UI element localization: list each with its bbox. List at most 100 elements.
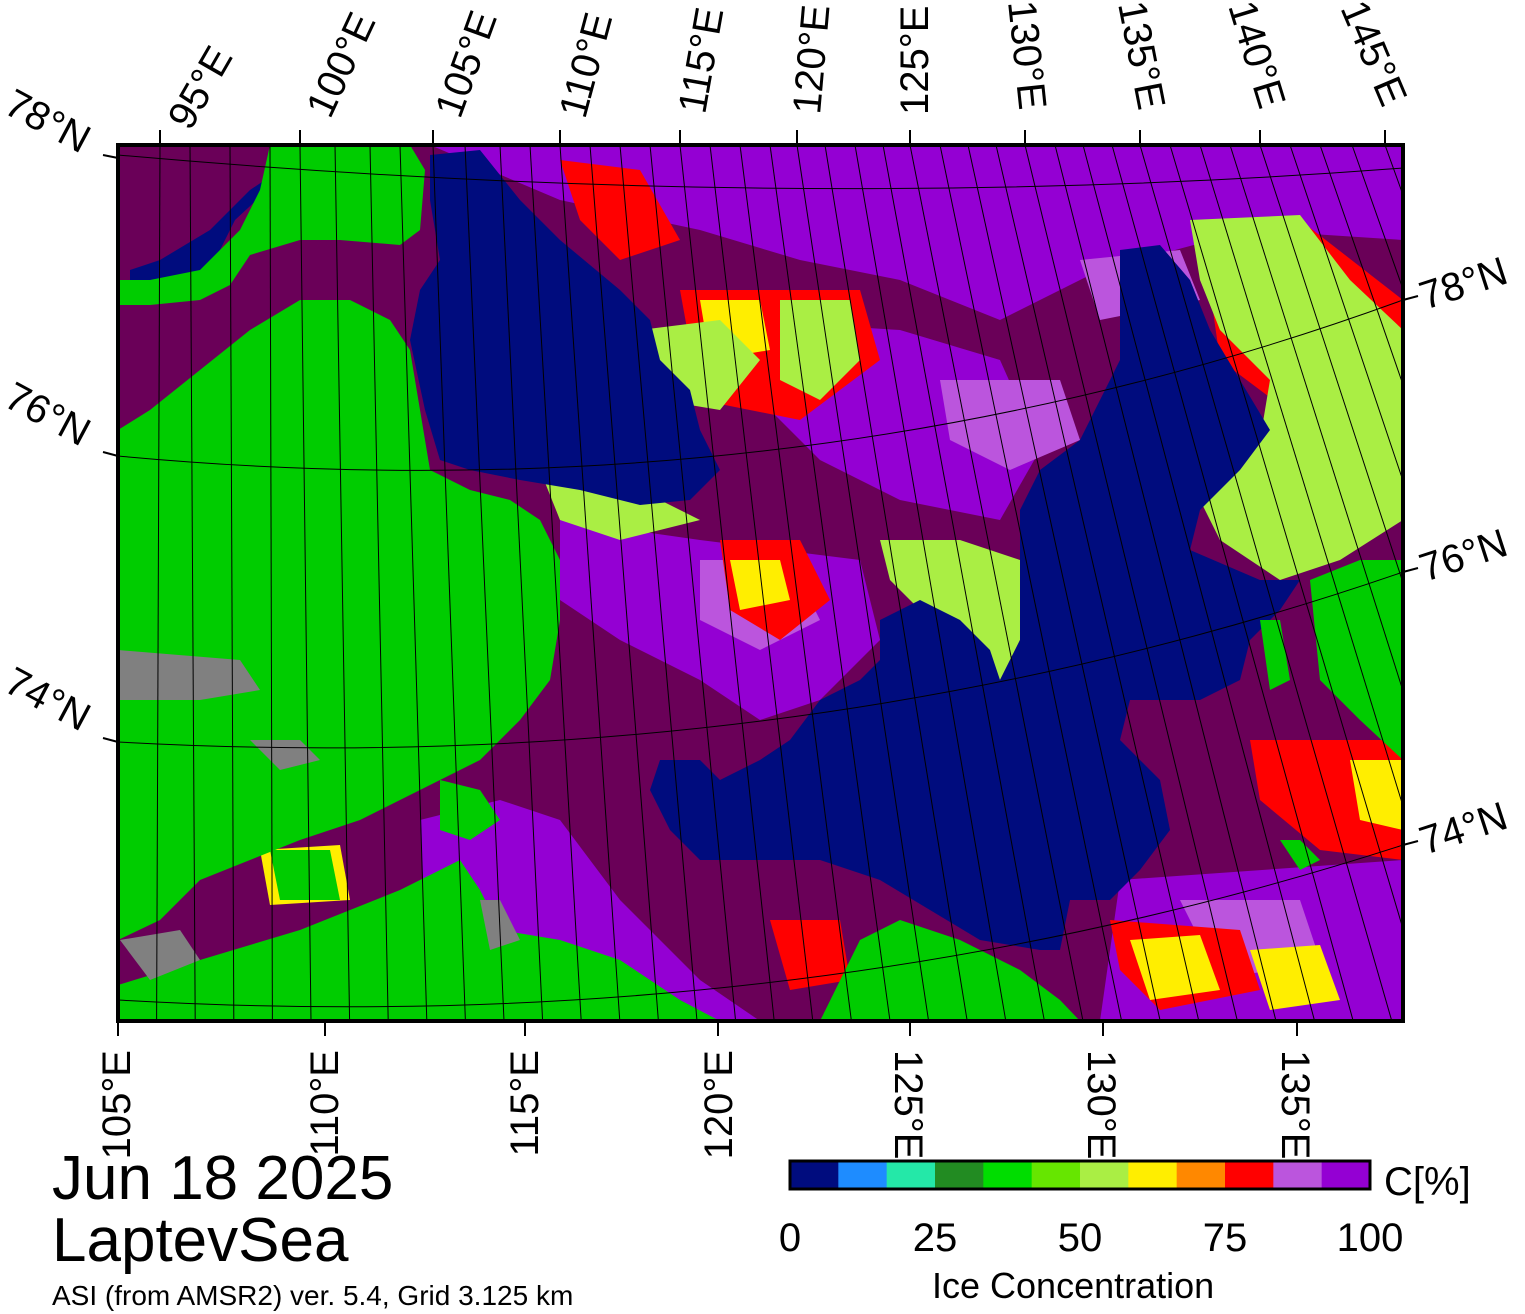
meridian-line: [939, 145, 1123, 1021]
meridian-line: [299, 145, 312, 1021]
colorbar-segment: [790, 1161, 839, 1189]
meridian-line: [589, 145, 659, 1021]
map-content: [118, 145, 1403, 1021]
right-lat-label-78n: 78°N: [1414, 249, 1513, 318]
colorbar-segment: [1225, 1161, 1274, 1189]
meridian-line: [739, 145, 852, 1021]
bottom-lon-label-105e: 105°E: [95, 1050, 139, 1159]
meridian-line: [679, 145, 775, 1021]
meridian-line: [1289, 145, 1403, 483]
colorbar: [790, 1161, 1371, 1189]
colorbar-tick-75: 75: [1202, 1216, 1248, 1260]
right-lat-label-74n: 74°N: [1414, 794, 1513, 863]
meridian-line: [619, 145, 698, 1021]
parallel-line: [118, 844, 1403, 1008]
meridian-line: [854, 145, 1007, 1021]
meridian-line: [882, 145, 1045, 1021]
meridian-line: [649, 145, 737, 1021]
top-lon-label-135e: 135°E: [1109, 0, 1173, 113]
map-frame: [116, 143, 1405, 1023]
top-lon-label-115e: 115°E: [671, 4, 733, 116]
meridian-line: [824, 145, 968, 1021]
colorbar-unit: C[%]: [1384, 1160, 1471, 1204]
left-lat-label-78n: 78°N: [0, 81, 97, 162]
top-lon-label-140e: 140°E: [1219, 0, 1293, 113]
colorbar-segment: [1176, 1161, 1226, 1189]
meridian-line: [464, 145, 505, 1021]
meridian-line: [1319, 145, 1403, 387]
colorbar-segment: [838, 1161, 888, 1189]
meridian-line: [995, 145, 1200, 1021]
top-lon-label-100e: 100°E: [298, 6, 384, 124]
meridian-line: [1259, 145, 1403, 585]
colorbar-tick-100: 100: [1336, 1216, 1404, 1260]
meridian-line: [967, 145, 1161, 1021]
colorbar-title: Ice Concentration: [932, 1265, 1215, 1306]
meridian-line: [796, 145, 930, 1021]
meridian-line: [1024, 145, 1238, 1021]
open-water-areas: [130, 150, 1300, 950]
top-lon-label-145e: 145°E: [1332, 0, 1415, 112]
parallel-line: [118, 299, 1403, 471]
left-lat-label-76n: 76°N: [0, 374, 97, 455]
top-lon-label-95e: 95°E: [160, 39, 242, 136]
land-areas: [118, 145, 1403, 1021]
date-title: Jun 18 2025: [52, 1144, 394, 1213]
meridian-line: [529, 145, 582, 1021]
bottom-lon-label-120e: 120°E: [697, 1050, 741, 1159]
graticule: [118, 145, 1403, 1021]
meridian-line: [1082, 145, 1316, 1021]
bottom-lon-label-115e: 115°E: [503, 1050, 547, 1156]
source-line: ASI (from AMSR2) ver. 5.4, Grid 3.125 km: [52, 1280, 574, 1311]
top-lon-label-125e: 125°E: [893, 6, 937, 115]
meridian-line: [909, 145, 1084, 1021]
right-latitude-labels: 78°N 76°N 74°N: [1414, 249, 1513, 863]
meridian-line: [1229, 145, 1403, 693]
meridian-line: [1169, 145, 1403, 931]
colorbar-segment: [1321, 1161, 1371, 1189]
left-latitude-labels: 78°N 76°N 74°N: [0, 81, 97, 740]
bottom-longitude-labels: 105°E 110°E 115°E 120°E 125°E 130°E 135°…: [95, 1050, 1317, 1159]
meridian-line: [709, 145, 814, 1021]
meridian-line: [334, 145, 351, 1021]
meridian-line: [369, 145, 389, 1021]
colorbar-segment: [1031, 1161, 1081, 1189]
meridian-line: [432, 145, 466, 1021]
colorbar-segment: [1080, 1161, 1129, 1189]
parallel-line: [118, 571, 1403, 749]
colorbar-tick-0: 0: [778, 1216, 802, 1260]
meridian-line: [399, 145, 428, 1021]
meridian-line: [1111, 145, 1354, 1021]
top-lon-label-110e: 110°E: [551, 8, 621, 122]
right-lat-label-76n: 76°N: [1414, 521, 1513, 590]
colorbar-tick-50: 50: [1057, 1216, 1103, 1260]
top-lon-label-120e: 120°E: [785, 3, 838, 116]
meridian-line: [1199, 145, 1403, 808]
colorbar-segment: [886, 1161, 936, 1189]
colorbar-segment: [1128, 1161, 1178, 1189]
bottom-lon-label-125e: 125°E: [886, 1050, 930, 1159]
meridian-line: [189, 145, 196, 1021]
meridian-line: [499, 145, 544, 1021]
parallel-line: [118, 154, 1403, 190]
axis-ticks: [102, 130, 1419, 1036]
colorbar-segment: [1273, 1161, 1323, 1189]
bottom-lon-label-110e: 110°E: [303, 1050, 347, 1156]
colorbar-tick-25: 25: [912, 1216, 958, 1260]
meridian-line: [1054, 145, 1277, 1021]
meridian-line: [229, 145, 235, 1021]
meridian-line: [156, 145, 161, 1021]
bottom-lon-label-135e: 135°E: [1273, 1050, 1317, 1159]
meridian-line: [269, 145, 273, 1021]
top-lon-label-130e: 130°E: [999, 0, 1054, 112]
colorbar-frame: [788, 1159, 1372, 1191]
bottom-lon-label-130e: 130°E: [1079, 1050, 1123, 1159]
meridian-line: [1139, 145, 1393, 1021]
colorbar-segment: [935, 1161, 984, 1189]
region-title: LaptevSea: [52, 1206, 349, 1275]
top-lon-label-105e: 105°E: [427, 5, 506, 123]
colorbar-segment: [983, 1161, 1033, 1189]
meridian-line: [559, 145, 621, 1021]
left-lat-label-74n: 74°N: [0, 659, 97, 740]
